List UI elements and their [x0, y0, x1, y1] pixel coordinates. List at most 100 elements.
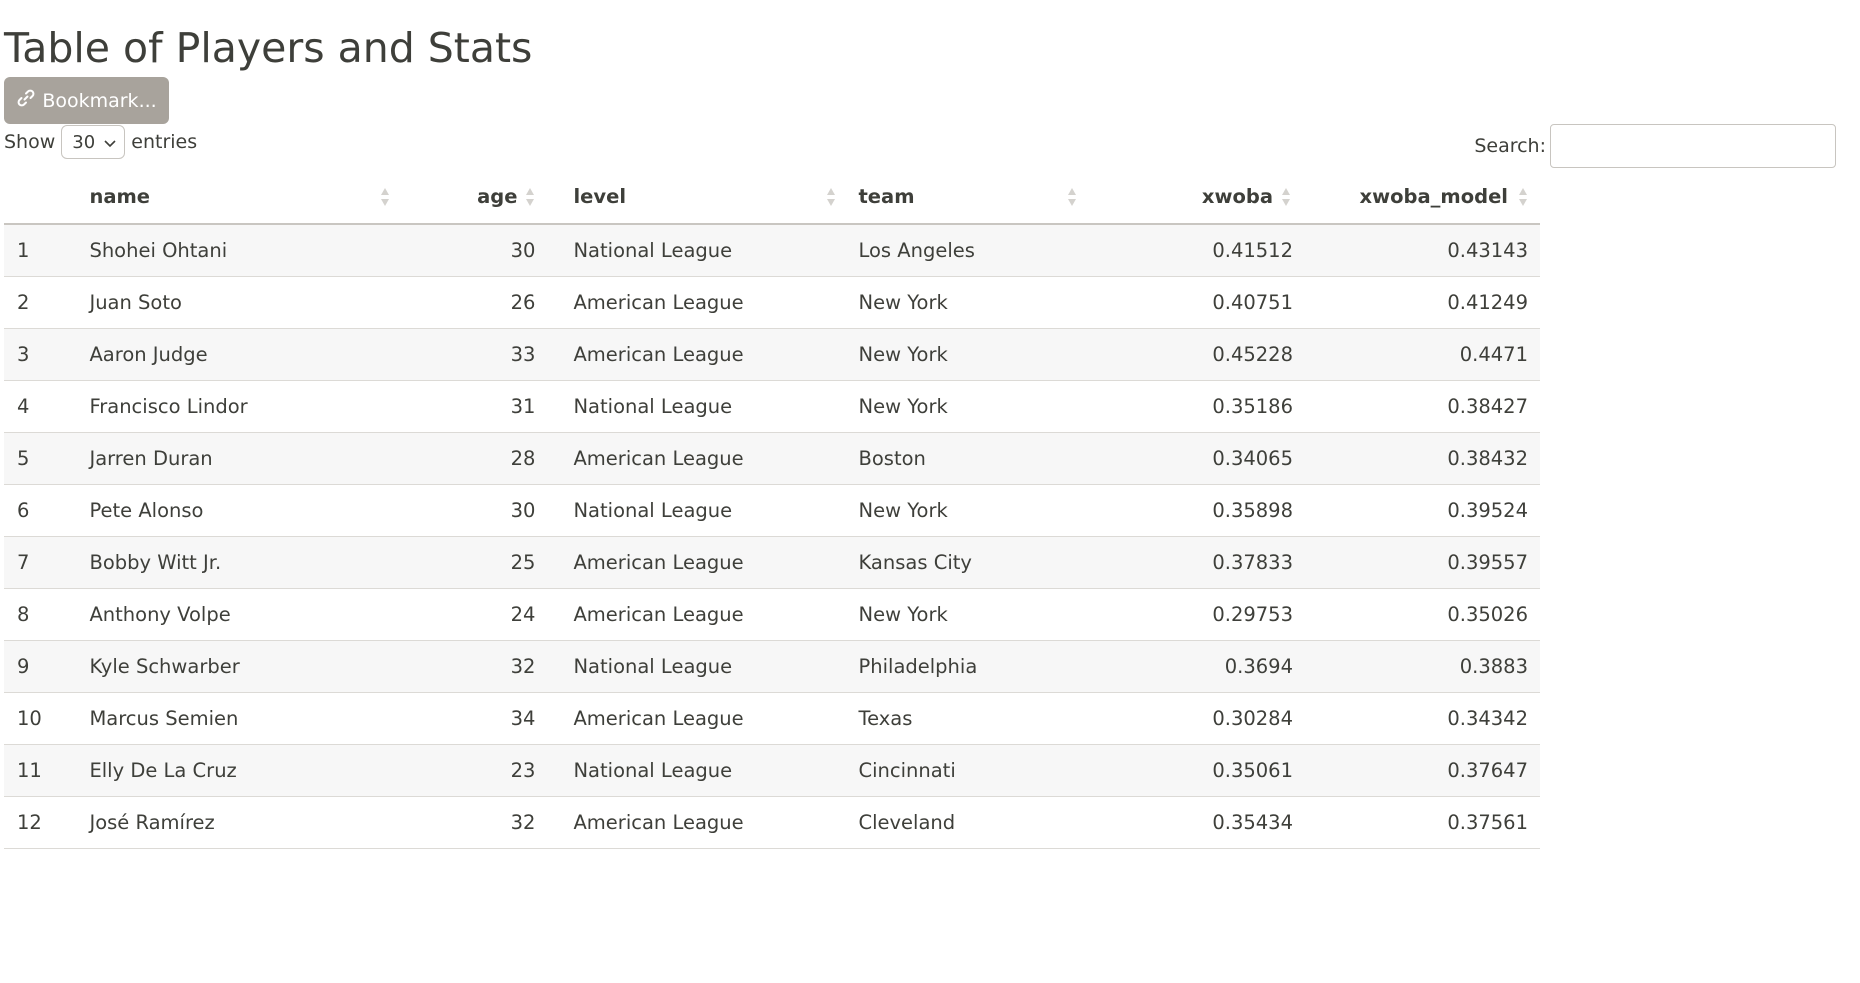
cell-index: 12	[4, 796, 90, 849]
cell-name: Shohei Ohtani	[89, 224, 412, 277]
column-header-xwoba[interactable]: xwoba	[1078, 170, 1307, 225]
cell-xwoba: 0.37833	[1078, 536, 1307, 589]
cell-xwoba: 0.35061	[1078, 744, 1307, 797]
cell-name: Jarren Duran	[89, 432, 412, 485]
cell-team: New York	[858, 276, 1079, 329]
cell-xwoba-model: 0.39557	[1306, 536, 1540, 589]
table-row: 11 Elly De La Cruz 23 National League Ci…	[4, 744, 1540, 797]
cell-age: 30	[411, 224, 548, 277]
cell-index: 1	[4, 224, 90, 277]
cell-age: 33	[411, 328, 548, 381]
column-header-age[interactable]: age	[411, 170, 548, 225]
cell-name: Francisco Lindor	[89, 380, 412, 433]
table-row: 4 Francisco Lindor 31 National League Ne…	[4, 380, 1540, 433]
cell-name: Marcus Semien	[89, 692, 412, 745]
column-header-label: team	[858, 185, 915, 208]
chevron-down-icon	[104, 132, 116, 153]
column-header-label: age	[477, 185, 518, 208]
cell-level: American League	[547, 276, 859, 329]
table-row: 2 Juan Soto 26 American League New York …	[4, 276, 1540, 329]
page-title: Table of Players and Stats	[4, 24, 533, 72]
cell-xwoba: 0.34065	[1078, 432, 1307, 485]
search-label: Search:	[1474, 135, 1546, 157]
cell-index: 2	[4, 276, 90, 329]
cell-age: 30	[411, 484, 548, 537]
cell-name: Juan Soto	[89, 276, 412, 329]
column-header-label: xwoba	[1201, 185, 1273, 208]
cell-level: National League	[547, 380, 859, 433]
search-control: Search:	[1474, 124, 1836, 168]
sort-icon	[826, 186, 836, 208]
cell-team: Kansas City	[858, 536, 1079, 589]
cell-xwoba: 0.3694	[1078, 640, 1307, 693]
sort-icon	[1281, 186, 1291, 208]
table-row: 9 Kyle Schwarber 32 National League Phil…	[4, 640, 1540, 693]
table-header-row: name age level	[4, 170, 1540, 225]
cell-index: 6	[4, 484, 90, 537]
cell-age: 32	[411, 640, 548, 693]
cell-level: American League	[547, 692, 859, 745]
bookmark-button[interactable]: Bookmark...	[4, 77, 169, 124]
cell-level: National League	[547, 744, 859, 797]
cell-xwoba-model: 0.3883	[1306, 640, 1540, 693]
cell-team: New York	[858, 328, 1079, 381]
cell-xwoba: 0.30284	[1078, 692, 1307, 745]
cell-team: New York	[858, 588, 1079, 641]
table-row: 7 Bobby Witt Jr. 25 American League Kans…	[4, 536, 1540, 589]
cell-name: Bobby Witt Jr.	[89, 536, 412, 589]
cell-age: 28	[411, 432, 548, 485]
column-header-xwoba-model[interactable]: xwoba_model	[1306, 170, 1540, 225]
sort-icon	[1518, 186, 1528, 208]
cell-name: José Ramírez	[89, 796, 412, 849]
entries-select-value: 30	[72, 131, 96, 153]
cell-xwoba-model: 0.38432	[1306, 432, 1540, 485]
cell-level: National League	[547, 640, 859, 693]
column-header-name[interactable]: name	[89, 170, 412, 225]
cell-level: American League	[547, 588, 859, 641]
cell-xwoba-model: 0.35026	[1306, 588, 1540, 641]
cell-level: American League	[547, 328, 859, 381]
players-table: name age level	[4, 170, 1540, 849]
show-label: Show	[4, 131, 56, 153]
column-header-level[interactable]: level	[547, 170, 859, 225]
cell-xwoba-model: 0.39524	[1306, 484, 1540, 537]
table-row: 10 Marcus Semien 34 American League Texa…	[4, 692, 1540, 745]
cell-name: Elly De La Cruz	[89, 744, 412, 797]
sort-icon	[380, 186, 390, 208]
link-icon	[16, 88, 36, 113]
table-row: 1 Shohei Ohtani 30 National League Los A…	[4, 224, 1540, 277]
bookmark-label: Bookmark...	[42, 89, 157, 112]
cell-xwoba: 0.45228	[1078, 328, 1307, 381]
entries-select[interactable]: 30	[61, 125, 126, 159]
cell-index: 4	[4, 380, 90, 433]
cell-team: Philadelphia	[858, 640, 1079, 693]
cell-xwoba-model: 0.4471	[1306, 328, 1540, 381]
column-header-index	[4, 170, 90, 225]
cell-age: 26	[411, 276, 548, 329]
cell-name: Anthony Volpe	[89, 588, 412, 641]
sort-icon	[1067, 186, 1077, 208]
table-row: 8 Anthony Volpe 24 American League New Y…	[4, 588, 1540, 641]
cell-age: 25	[411, 536, 548, 589]
column-header-label: name	[89, 185, 151, 208]
cell-index: 5	[4, 432, 90, 485]
cell-xwoba-model: 0.43143	[1306, 224, 1540, 277]
cell-team: Los Angeles	[858, 224, 1079, 277]
cell-team: New York	[858, 380, 1079, 433]
page: Table of Players and Stats Bookmark... S…	[0, 0, 1848, 849]
cell-xwoba: 0.41512	[1078, 224, 1307, 277]
cell-level: National League	[547, 484, 859, 537]
cell-xwoba-model: 0.34342	[1306, 692, 1540, 745]
cell-age: 34	[411, 692, 548, 745]
cell-age: 32	[411, 796, 548, 849]
cell-xwoba: 0.35434	[1078, 796, 1307, 849]
cell-xwoba: 0.29753	[1078, 588, 1307, 641]
cell-index: 3	[4, 328, 90, 381]
cell-xwoba-model: 0.38427	[1306, 380, 1540, 433]
cell-index: 7	[4, 536, 90, 589]
column-header-team[interactable]: team	[858, 170, 1079, 225]
search-input[interactable]	[1550, 124, 1836, 168]
cell-age: 23	[411, 744, 548, 797]
table-row: 3 Aaron Judge 33 American League New Yor…	[4, 328, 1540, 381]
cell-index: 8	[4, 588, 90, 641]
